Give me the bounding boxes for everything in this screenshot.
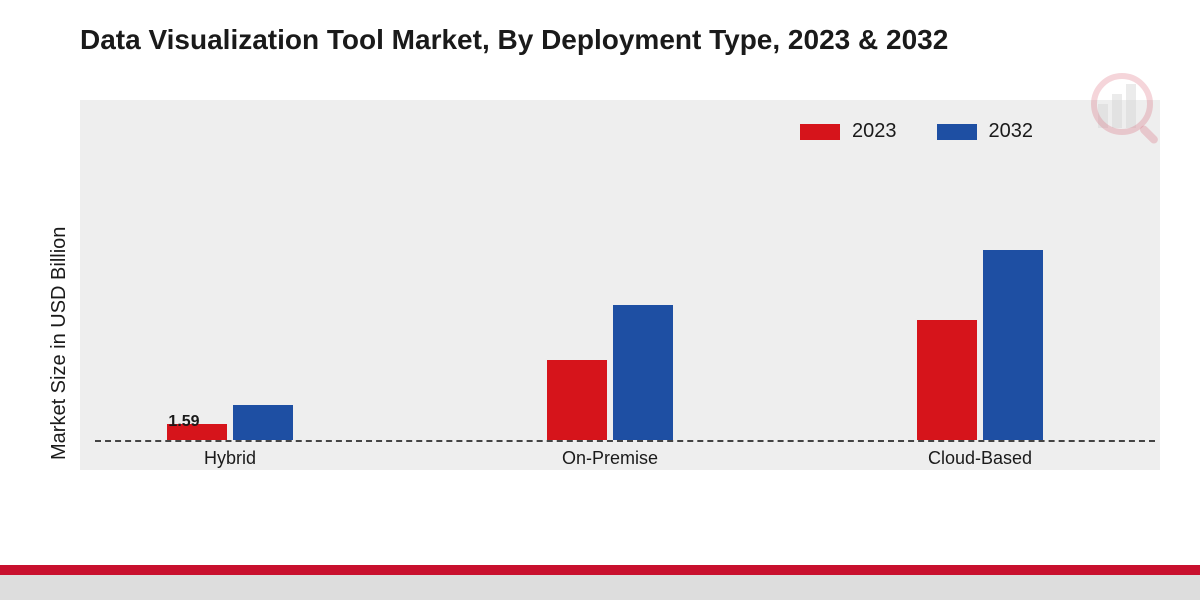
value-label-hybrid-2023: 1.59 bbox=[168, 413, 199, 431]
footer-gray-bar bbox=[0, 575, 1200, 600]
bar-cloud-based-2023 bbox=[917, 320, 977, 440]
bar-cloud-based-2032 bbox=[983, 250, 1043, 440]
bar-hybrid-2032 bbox=[233, 405, 293, 440]
category-label-on-premise: On-Premise bbox=[562, 448, 658, 469]
bar-on-premise-2023 bbox=[547, 360, 607, 440]
category-label-hybrid: Hybrid bbox=[204, 448, 256, 469]
category-label-cloud-based: Cloud-Based bbox=[928, 448, 1032, 469]
bars-layer bbox=[0, 0, 1200, 600]
bar-on-premise-2032 bbox=[613, 305, 673, 440]
footer-red-bar bbox=[0, 565, 1200, 575]
chart-container: Data Visualization Tool Market, By Deplo… bbox=[0, 0, 1200, 600]
